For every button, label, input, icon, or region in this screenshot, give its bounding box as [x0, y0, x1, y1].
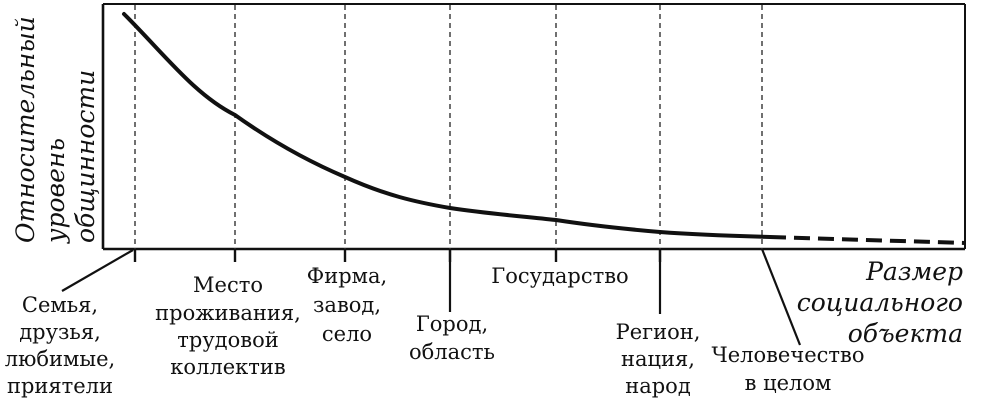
category-family: Семья, друзья, любимые, приятели [5, 293, 115, 398]
category-line: трудовой [177, 328, 278, 352]
category-state: Государство [491, 264, 628, 288]
x-axis-label: Размер социального объекта [797, 257, 963, 348]
category-residence: Место проживания, трудовой коллектив [155, 273, 301, 379]
category-line: нация, [621, 347, 695, 371]
category-firm: Фирма, завод, село [307, 264, 387, 346]
leader-family [61, 249, 134, 292]
category-line: в целом [745, 371, 832, 395]
leader-humanity [760, 248, 802, 346]
category-region: Регион, нация, народ [616, 320, 701, 398]
category-line: народ [625, 374, 691, 398]
category-line: проживания, [155, 301, 301, 325]
y-label-line-3: общинности [71, 70, 100, 243]
category-humanity: Человечество в целом [711, 343, 864, 395]
category-line: область [409, 340, 495, 364]
y-axis-label: Относительный уровень общинности [11, 16, 100, 244]
category-line: Государство [491, 264, 628, 288]
category-line: Место [193, 273, 263, 297]
x-label-line-2: социального [797, 288, 963, 317]
category-line: Фирма, [307, 264, 387, 288]
x-label-line-1: Размер [865, 257, 963, 286]
community-curve-extrapolated [769, 235, 966, 245]
category-guides [134, 5, 763, 249]
community-curve [122, 12, 772, 239]
category-line: любимые, [5, 347, 115, 371]
category-line: коллектив [170, 355, 285, 379]
category-city: Город, область [409, 312, 495, 364]
category-line: Человечество [711, 343, 864, 367]
category-line: приятели [7, 374, 113, 398]
y-label-line-1: Относительный [11, 16, 40, 243]
category-line: Семья, [22, 293, 98, 317]
x-ticks [133, 249, 662, 262]
category-line: село [322, 322, 372, 346]
category-line: завод, [313, 293, 381, 317]
category-line: Город, [416, 312, 488, 336]
category-line: друзья, [19, 320, 101, 344]
x-label-line-3: объекта [848, 319, 963, 348]
category-line: Регион, [616, 320, 701, 344]
y-label-line-2: уровень [41, 138, 70, 244]
